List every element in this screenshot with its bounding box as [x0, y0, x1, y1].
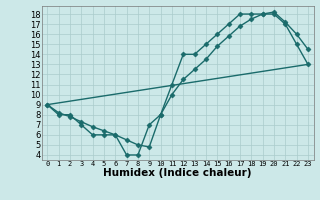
X-axis label: Humidex (Indice chaleur): Humidex (Indice chaleur) [103, 168, 252, 178]
